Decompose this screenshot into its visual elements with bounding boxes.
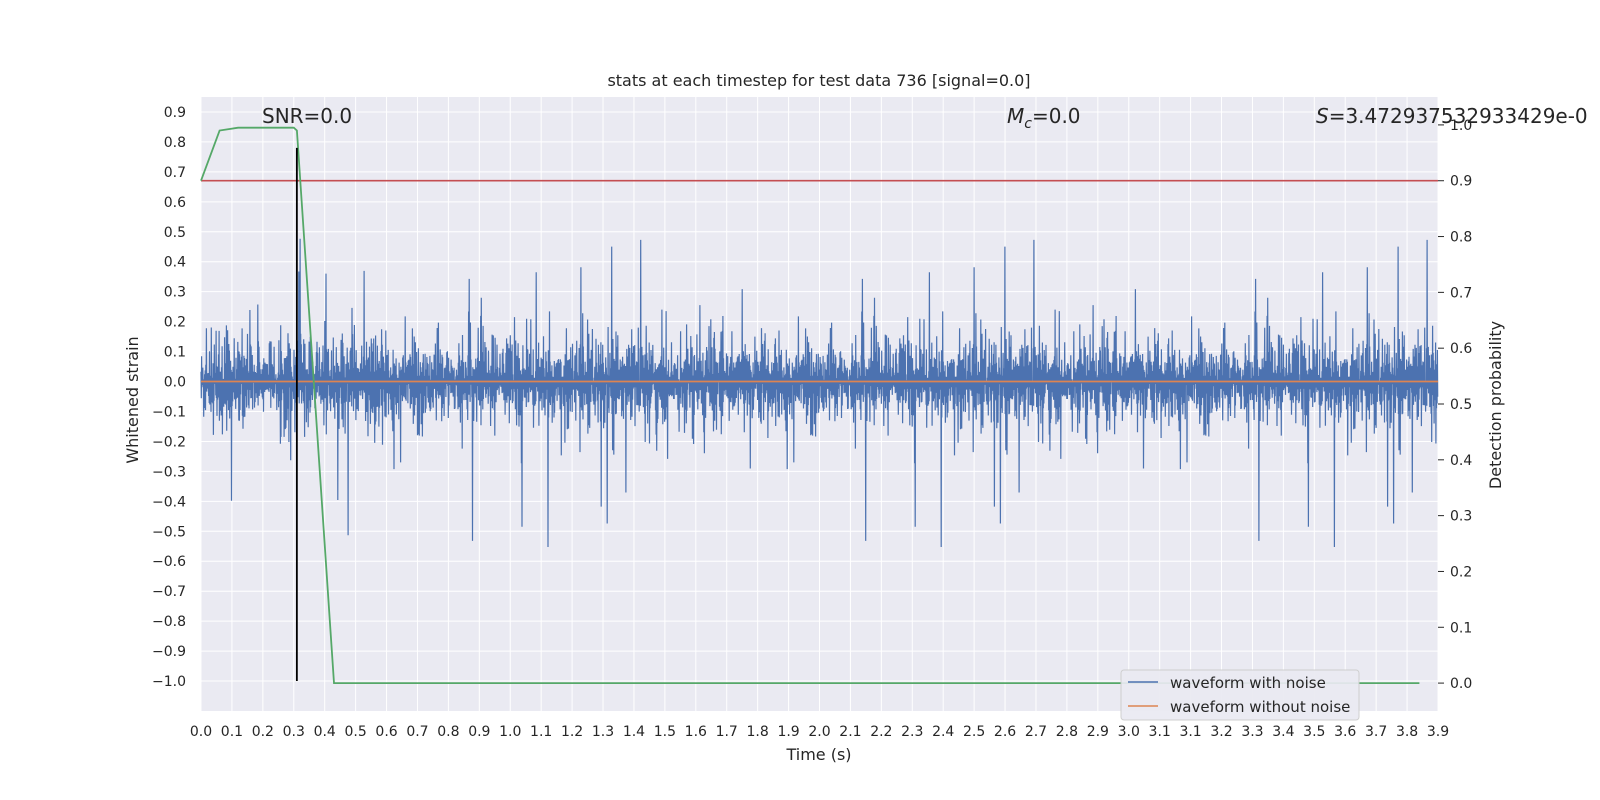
y-tick-label: −0.9 [152,644,186,660]
x-tick-label: 2.1 [839,724,861,740]
s-annotation: S=3.472937532933429e-0 [1316,104,1588,128]
y-right-tick-label: 0.3 [1450,509,1472,525]
x-tick-label: 1.2 [561,724,583,740]
mc-symbol: M [1007,104,1024,128]
y-tick-label: 0.2 [164,315,186,331]
x-tick-label: 1.3 [592,724,614,740]
data-layer [200,126,1439,684]
x-tick-label: 3.7 [1365,724,1387,740]
axes: 0.0 0.1 0.2 0.3 0.4 0.5 0.6 0.7 0.8 0.9 1.0 1.1 1.2 1… [152,105,1472,740]
y-right-tick-label: 1.0 [1450,118,1472,134]
chart-title: stats at each timestep for test data 736… [607,71,1030,90]
x-tick-label: 0.4 [314,724,336,740]
x-tick-label: 3.4 [1272,724,1294,740]
x-tick-label: 3.3 [1241,724,1263,740]
x-tick-label: 2.8 [1056,724,1078,740]
y-tick-label: −1.0 [152,674,186,690]
x-tick-label: 1.7 [716,724,738,740]
y-tick-label: 0.1 [164,345,186,361]
x-tick-label: 2.4 [932,724,954,740]
y-right-tick-label: 0.2 [1450,564,1472,580]
y-tick-label: 0.0 [164,375,186,391]
y-tick-label: 0.3 [164,285,186,301]
x-tick-label: 1.4 [623,724,645,740]
x-tick-label: 3.1 [1179,724,1201,740]
x-tick-label: 3.0 [1118,724,1140,740]
x-tick-label: 2.3 [901,724,923,740]
y-tick-label: −0.2 [152,434,186,450]
y-tick-label: −0.4 [152,494,186,510]
x-tick-label: 0.1 [221,724,243,740]
x-tick-label: 2.5 [963,724,985,740]
x-tick-label: 2.7 [1025,724,1047,740]
s-symbol: S [1316,104,1329,128]
y-right-tick-label: 0.6 [1450,341,1472,357]
y-axis-right-label: Detection probability [1486,321,1505,489]
y-tick-label: −0.5 [152,524,186,540]
x-tick-label: 3.1 [1149,724,1171,740]
y-tick-label: 0.5 [164,225,186,241]
x-tick-label: 1.0 [499,724,521,740]
x-tick-label: 3.9 [1427,724,1449,740]
x-tick-label: 0.3 [283,724,305,740]
x-tick-label: 1.6 [685,724,707,740]
y-tick-label: 0.6 [164,195,186,211]
y-tick-label: 0.9 [164,105,186,121]
y-right-tick-label: 0.7 [1450,285,1472,301]
mc-annotation: Mc=0.0 [1007,104,1081,132]
x-tick-label: 1.1 [530,724,552,740]
x-tick-label: 0.2 [252,724,274,740]
x-tick-label: 0.6 [375,724,397,740]
x-tick-label: 1.5 [654,724,676,740]
x-tick-label: 3.5 [1303,724,1325,740]
x-axis-label: Time (s) [785,745,851,764]
x-tick-label: 0.8 [437,724,459,740]
y-tick-label: 0.7 [164,165,186,181]
y-tick-label: −0.1 [152,404,186,420]
y-right-tick-label: 0.8 [1450,230,1472,246]
y-right-tick-label: 0.4 [1450,453,1472,469]
x-tick-label: 2.0 [808,724,830,740]
snr-annotation: SNR=0.0 [262,104,352,128]
x-tick-label: 2.6 [994,724,1016,740]
y-right-tick-label: 0.9 [1450,174,1472,190]
x-tick-label: 0.7 [406,724,428,740]
legend-box [1120,669,1360,721]
y-tick-label: −0.7 [152,584,186,600]
x-tick-label: 3.6 [1334,724,1356,740]
y-tick-label: −0.6 [152,554,186,570]
legend-label-clean: waveform without noise [1170,698,1350,716]
legend: waveform with noise waveform without noi… [1120,669,1360,721]
mc-subscript: c [1024,116,1032,132]
x-tick-label: 0.5 [344,724,366,740]
series-detection-probability [200,126,1420,684]
y-right-tick-label: 0.5 [1450,397,1472,413]
legend-label-noise: waveform with noise [1170,674,1326,692]
y-right-tick-label: 0.1 [1450,620,1472,636]
y-tick-label: −0.3 [152,464,186,480]
mc-value: =0.0 [1032,104,1081,128]
y-tick-label: 0.4 [164,255,186,271]
x-tick-label: 0.9 [468,724,490,740]
x-tick-label: 1.9 [777,724,799,740]
y-tick-label: 0.8 [164,135,186,151]
series-waveform-with-noise [200,238,1439,548]
y-axis-label: Whitened strain [123,336,142,463]
x-tick-label: 2.9 [1087,724,1109,740]
x-tick-label: 3.8 [1396,724,1418,740]
x-tick-label: 3.2 [1210,724,1232,740]
y-tick-label: −0.8 [152,614,186,630]
x-tick-label: 2.2 [870,724,892,740]
y-right-tick-label: 0.0 [1450,676,1472,692]
x-tick-label: 1.8 [747,724,769,740]
x-tick-label: 0.0 [190,724,212,740]
s-value: =3.472937532933429e-0 [1329,104,1588,128]
